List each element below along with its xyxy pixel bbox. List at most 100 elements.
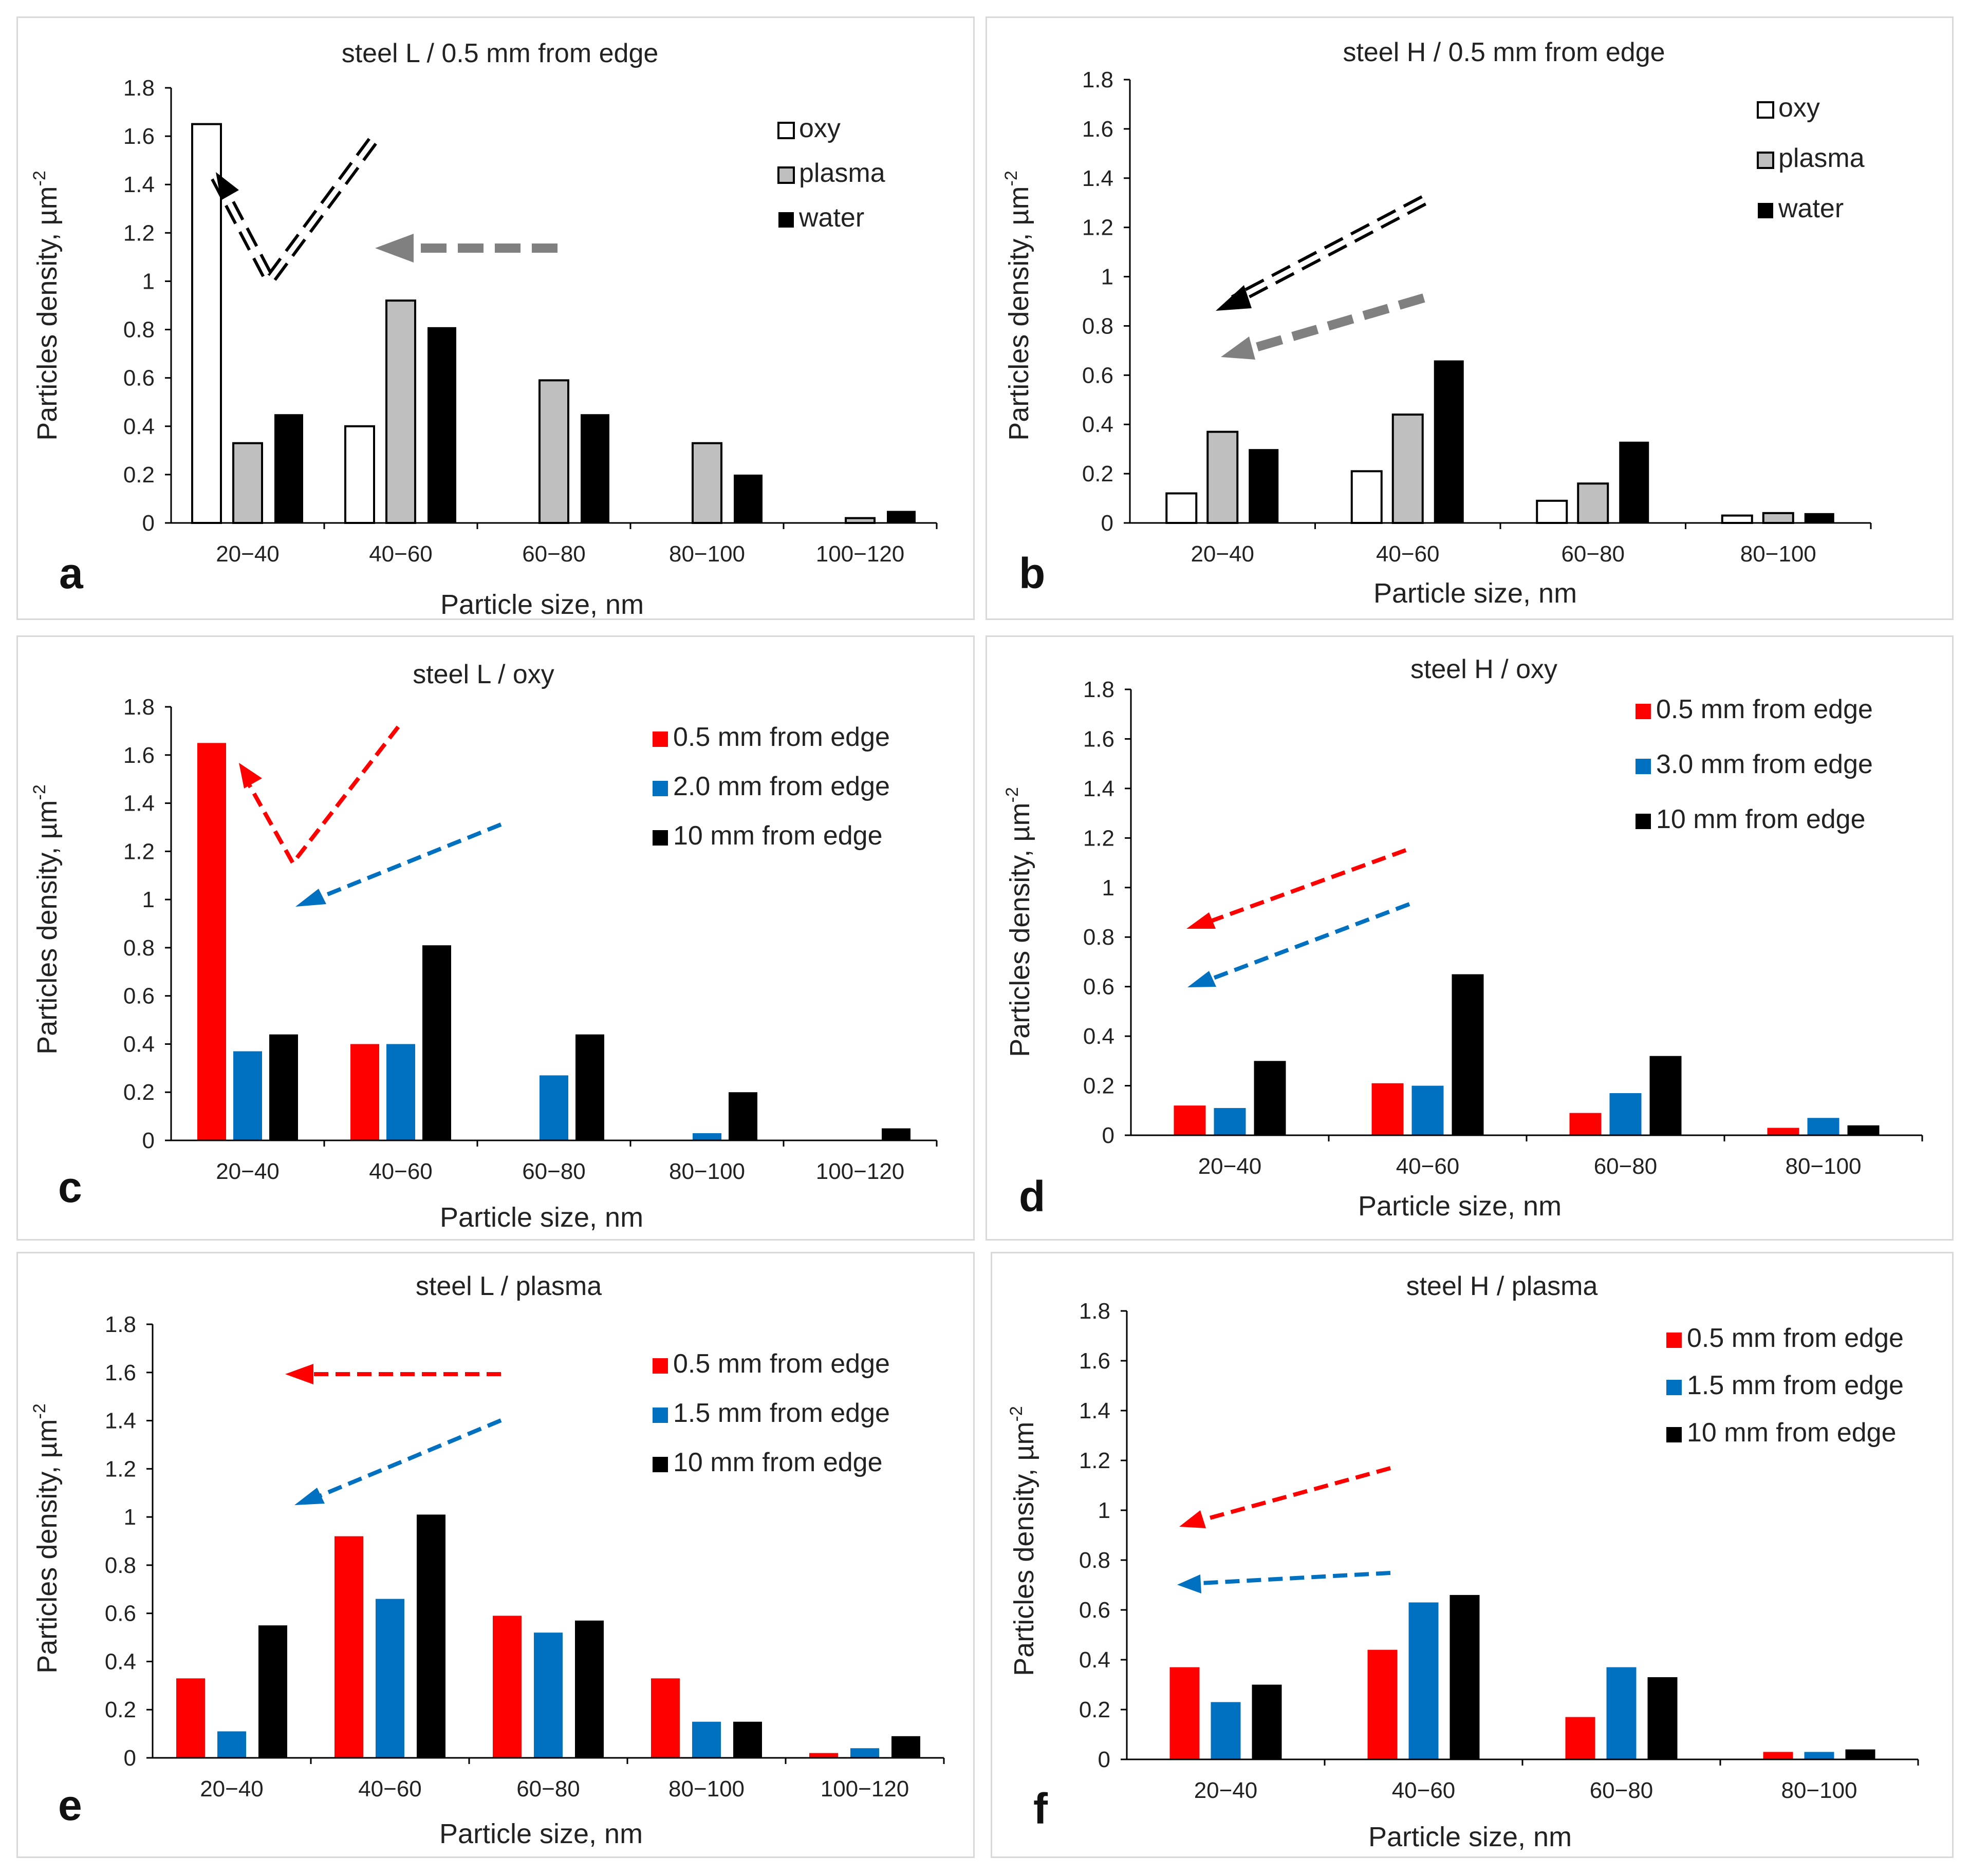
y-tick-label: 0.6 <box>1079 1598 1110 1623</box>
y-tick-label: 1.6 <box>1079 1348 1110 1374</box>
legend-label: 0.5 mm from edge <box>673 1349 890 1379</box>
bars <box>1165 360 1834 524</box>
y-tick-label: 1.2 <box>1082 215 1113 240</box>
bar <box>1569 1113 1602 1135</box>
panel-label: a <box>59 549 84 597</box>
bar <box>733 1721 762 1758</box>
y-tick-label: 0.2 <box>123 1080 155 1105</box>
chart-c: steel L / oxy 0 0.2 0.4 0.6 0.8 1 1.2 1.4 1.6 1.8… <box>30 660 938 1233</box>
arrow-gray-dashed <box>1221 293 1425 360</box>
bar <box>1434 360 1464 523</box>
y-tick-label: 0.4 <box>105 1649 136 1674</box>
arrow-blue-dashed <box>294 1418 502 1505</box>
y-tick-label: 1.4 <box>1079 1398 1110 1423</box>
legend-label: plasma <box>1778 143 1865 173</box>
legend-label: oxy <box>799 114 841 143</box>
chart-title: steel L / plasma <box>416 1271 602 1301</box>
bar <box>1206 430 1239 524</box>
y-tick-label: 0.8 <box>105 1553 136 1578</box>
legend-swatch <box>777 122 795 139</box>
panel-label: d <box>1019 1172 1045 1221</box>
y-tick-label: 1.4 <box>105 1409 136 1434</box>
legend-swatch <box>777 166 795 184</box>
legend-label: water <box>1778 194 1844 223</box>
bar <box>376 1599 404 1758</box>
y-tick-label: 0.4 <box>1082 412 1113 437</box>
y-tick-label: 1.6 <box>1082 117 1113 142</box>
legend: oxy plasma water <box>777 114 885 233</box>
y-tick-label: 1.8 <box>1083 677 1114 702</box>
bar <box>651 1678 680 1758</box>
legend: 0.5 mm from edge 2.0 mm from edge 10 mm fr… <box>653 722 890 851</box>
y-tick-label: 0.2 <box>1082 461 1113 486</box>
x-tick-label: 20−40 <box>1191 541 1254 567</box>
y-tick-label: 0.6 <box>123 366 155 391</box>
bar <box>850 1748 879 1758</box>
bar <box>1249 449 1279 523</box>
x-tick-label: 40−60 <box>358 1776 422 1802</box>
chart-b: steel H / 0.5 mm from edge 0 0.2 0.4 0.6 0.8… <box>1001 37 1872 609</box>
legend-swatch <box>1636 704 1651 719</box>
chart-title: steel L / oxy <box>413 660 554 689</box>
bar <box>1391 414 1424 524</box>
bar <box>232 442 263 524</box>
legend: 0.5 mm from edge 1.5 mm from edge 10 mm fr… <box>1666 1323 1904 1448</box>
legend-swatch <box>1757 101 1774 119</box>
bar <box>1165 492 1198 524</box>
legend-label: 10 mm from edge <box>1656 804 1866 834</box>
bar <box>1845 1749 1875 1759</box>
legend-label: 0.5 mm from edge <box>673 722 890 752</box>
bar <box>891 1736 920 1758</box>
y-tick-label: 1 <box>1102 875 1114 901</box>
legend-label: 10 mm from edge <box>673 821 883 851</box>
arrow-blue-dashed <box>295 822 502 907</box>
arrow-blue-dashed <box>1187 902 1410 987</box>
x-tick-label: 80−100 <box>1785 1154 1861 1179</box>
panel-f: steel H / plasma 0 0.2 0.4 0.6 0.8 1 1.2 1.4 1.6… <box>991 1252 1954 1858</box>
y-tick-label: 0.4 <box>123 414 155 439</box>
y-axis: 0 0.2 0.4 0.6 0.8 1 1.2 1.4 1.6 1.8 <box>1082 67 1131 536</box>
y-tick-label: 0.2 <box>123 462 155 487</box>
legend-label: 1.5 mm from edge <box>1687 1371 1904 1400</box>
x-tick-label: 60−80 <box>516 1776 580 1802</box>
y-axis-label: Particles density, µm-2 <box>1002 787 1035 1057</box>
legend: oxy plasma water <box>1757 93 1865 223</box>
bar <box>1214 1108 1246 1135</box>
bars <box>1174 974 1880 1135</box>
y-axis-label: Particles density, µm-2 <box>30 784 63 1055</box>
bar <box>274 414 303 523</box>
y-tick-label: 0 <box>1102 1123 1114 1148</box>
panel-c: steel L / oxy 0 0.2 0.4 0.6 0.8 1 1.2 1.4 1.6 1.8… <box>16 635 975 1241</box>
x-tick-label: 20−40 <box>200 1776 264 1802</box>
legend-label: water <box>798 203 864 233</box>
bar <box>692 1721 721 1758</box>
y-tick-label: 0.6 <box>105 1601 136 1626</box>
bar <box>1452 974 1484 1135</box>
x-axis-label: Particle size, nm <box>440 1202 643 1233</box>
bar <box>1371 1083 1404 1135</box>
y-tick-label: 1.2 <box>1079 1448 1110 1473</box>
y-tick-label: 1 <box>1101 265 1113 290</box>
y-tick-label: 0.2 <box>105 1697 136 1722</box>
legend-label: 1.5 mm from edge <box>673 1398 890 1428</box>
bar <box>1565 1717 1595 1759</box>
bar <box>1169 1667 1200 1759</box>
bar <box>1647 1677 1678 1759</box>
arrow-black-double <box>1216 195 1427 311</box>
y-tick-label: 0.8 <box>1079 1548 1110 1573</box>
y-tick-label: 1.6 <box>123 124 155 149</box>
bar <box>1763 1752 1793 1759</box>
bar <box>217 1731 246 1758</box>
bar <box>1350 470 1383 524</box>
y-tick-label: 1 <box>1098 1498 1110 1523</box>
x-axis: 20−40 40−60 60−80 80−100 100−120 <box>171 522 938 567</box>
legend: 0.5 mm from edge 1.5 mm from edge 10 mm fr… <box>653 1349 890 1477</box>
arrow-gray-dashed <box>375 234 557 262</box>
y-tick-label: 1.4 <box>123 791 155 816</box>
y-tick-label: 0.4 <box>1079 1647 1110 1673</box>
x-tick-label: 80−100 <box>668 1776 745 1802</box>
x-tick-label: 80−100 <box>1781 1778 1857 1803</box>
panel-b: steel H / 0.5 mm from edge 0 0.2 0.4 0.6 0.8… <box>986 16 1954 620</box>
y-tick-label: 1 <box>124 1505 136 1530</box>
y-tick-label: 1.6 <box>1083 726 1114 752</box>
